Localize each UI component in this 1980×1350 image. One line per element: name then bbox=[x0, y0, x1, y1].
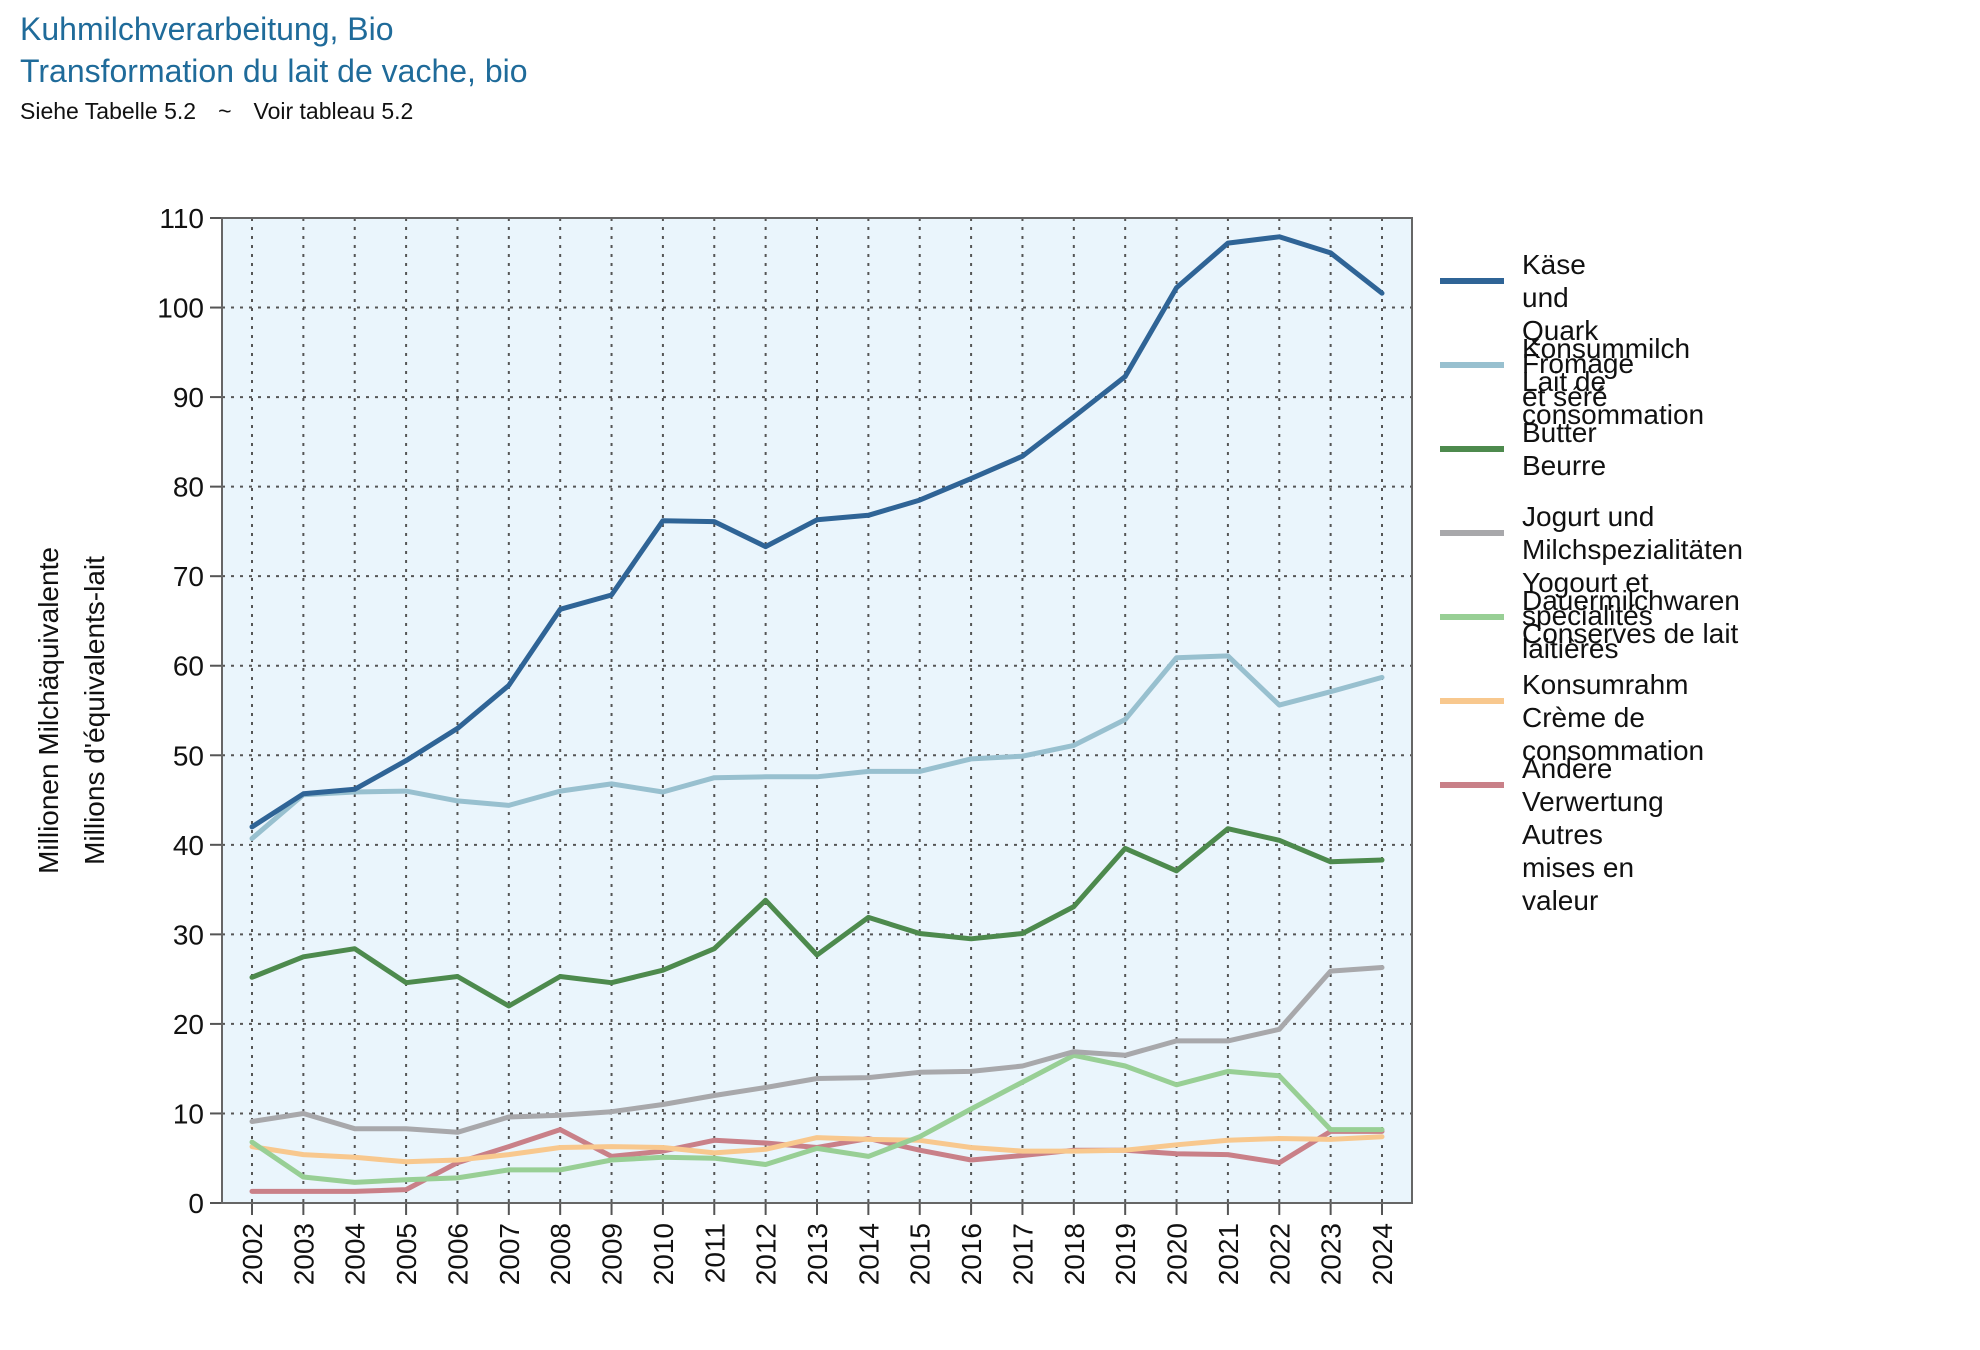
legend-label-de: Jogurt und Milchspezialitäten bbox=[1522, 501, 1743, 565]
y-tick-label: 50 bbox=[173, 740, 204, 771]
y-tick-label: 70 bbox=[173, 561, 204, 592]
legend-swatch bbox=[1440, 446, 1504, 452]
legend-label-de: Butter bbox=[1522, 417, 1597, 448]
legend-label: Konsummilch Lait de consommation bbox=[1522, 332, 1704, 431]
legend-label-fr: Crème de consommation bbox=[1522, 702, 1705, 766]
plot-frame bbox=[221, 217, 1413, 1204]
x-tick-label: 2018 bbox=[1059, 1223, 1090, 1285]
legend-label-fr: Autres mises en valeur bbox=[1522, 819, 1635, 916]
x-tick-label: 2020 bbox=[1162, 1223, 1193, 1285]
x-tick-label: 2002 bbox=[237, 1223, 268, 1285]
y-tick-label: 10 bbox=[173, 1098, 204, 1129]
y-tick-label: 40 bbox=[173, 830, 204, 861]
x-tick-label: 2024 bbox=[1367, 1223, 1398, 1285]
header: Kuhmilchverarbeitung, Bio Transformation… bbox=[20, 8, 528, 128]
y-tick-label: 90 bbox=[173, 382, 204, 413]
legend-swatch bbox=[1440, 362, 1504, 368]
y-tick-label: 100 bbox=[157, 293, 204, 324]
x-tick-label: 2011 bbox=[699, 1223, 730, 1283]
x-tick-label: 2010 bbox=[648, 1223, 679, 1285]
y-tick-label: 30 bbox=[173, 919, 204, 950]
x-tick-label: 2006 bbox=[442, 1223, 473, 1285]
legend-label-de: Konsumrahm bbox=[1522, 669, 1689, 700]
y-tick-label: 60 bbox=[173, 651, 204, 682]
series-line-butter bbox=[249, 826, 1385, 1009]
legend-label-de: Konsummilch bbox=[1522, 333, 1691, 364]
y-tick-label: 80 bbox=[173, 472, 204, 503]
legend-label-fr: Beurre bbox=[1522, 450, 1607, 481]
y-tick-label: 20 bbox=[173, 1009, 204, 1040]
x-tick-label: 2008 bbox=[545, 1223, 576, 1285]
source-separator: ~ bbox=[218, 98, 232, 124]
x-tick-label: 2022 bbox=[1264, 1223, 1295, 1285]
legend-label-fr: Yogourt et specialités laitières bbox=[1522, 567, 1653, 664]
x-tick-label: 2009 bbox=[597, 1223, 628, 1285]
source-note: Siehe Tabelle 5.2 ~ Voir tableau 5.2 bbox=[20, 94, 528, 128]
legend-label-de: Käse und Quark bbox=[1522, 249, 1599, 346]
legend-label: Konsumrahm Crème de consommation bbox=[1522, 668, 1704, 767]
legend-label-fr: Lait de consommation bbox=[1522, 366, 1705, 430]
x-tick-label: 2007 bbox=[494, 1223, 525, 1285]
x-tick-label: 2013 bbox=[802, 1223, 833, 1285]
source-de: Siehe Tabelle 5.2 bbox=[20, 98, 197, 124]
legend-swatch bbox=[1440, 782, 1504, 788]
x-tick-label: 2005 bbox=[391, 1223, 422, 1285]
legend-label: Käse und Quark Fromage et séré bbox=[1522, 248, 1634, 413]
x-tick-label: 2016 bbox=[956, 1223, 987, 1285]
y-axis-label: Millionen Milchäquivalente bbox=[33, 547, 64, 874]
x-tick-label: 2003 bbox=[288, 1223, 319, 1285]
x-tick-label: 2019 bbox=[1110, 1223, 1141, 1285]
x-tick-label: 2015 bbox=[905, 1223, 936, 1285]
series-line-dauermilch bbox=[249, 1052, 1385, 1185]
x-tick-label: 2012 bbox=[751, 1223, 782, 1285]
legend-label: Andere Verwertung Autres mises en valeur bbox=[1522, 752, 1664, 917]
legend-swatch bbox=[1440, 614, 1504, 620]
chart-subtitle: Transformation du lait de vache, bio bbox=[20, 53, 528, 89]
x-tick-label: 2021 bbox=[1213, 1223, 1244, 1285]
x-tick-label: 2014 bbox=[853, 1223, 884, 1285]
legend-label-fr: Fromage et séré bbox=[1522, 348, 1635, 412]
chart-title: Kuhmilchverarbeitung, Bio bbox=[20, 11, 394, 47]
legend-label: Butter Beurre bbox=[1522, 416, 1606, 482]
legend-swatch bbox=[1440, 698, 1504, 704]
legend-swatch bbox=[1440, 278, 1504, 284]
series-line-konsummilch bbox=[249, 653, 1385, 841]
x-tick-label: 2004 bbox=[340, 1223, 371, 1285]
legend-label: Dauermilchwaren Conserves de lait bbox=[1522, 584, 1740, 650]
y-tick-label: 110 bbox=[159, 203, 204, 234]
source-fr: Voir tableau 5.2 bbox=[253, 98, 414, 124]
series-line-jogurt bbox=[249, 965, 1385, 1135]
series-line-kaese bbox=[249, 234, 1385, 830]
y-tick-label: 0 bbox=[188, 1188, 204, 1219]
x-tick-label: 2017 bbox=[1007, 1223, 1038, 1285]
legend-label-de: Dauermilchwaren bbox=[1522, 585, 1740, 616]
legend-label-fr: Conserves de lait bbox=[1522, 618, 1739, 649]
x-tick-label: 2023 bbox=[1316, 1223, 1347, 1285]
legend-label: Jogurt und Milchspezialitäten Yogourt et … bbox=[1522, 500, 1743, 665]
y-axis-label: Millions d'équivalents-lait bbox=[79, 556, 110, 865]
legend-label-de: Andere Verwertung bbox=[1522, 753, 1664, 817]
legend-swatch bbox=[1440, 530, 1504, 536]
series-line-konsumrahm bbox=[249, 1134, 1385, 1165]
